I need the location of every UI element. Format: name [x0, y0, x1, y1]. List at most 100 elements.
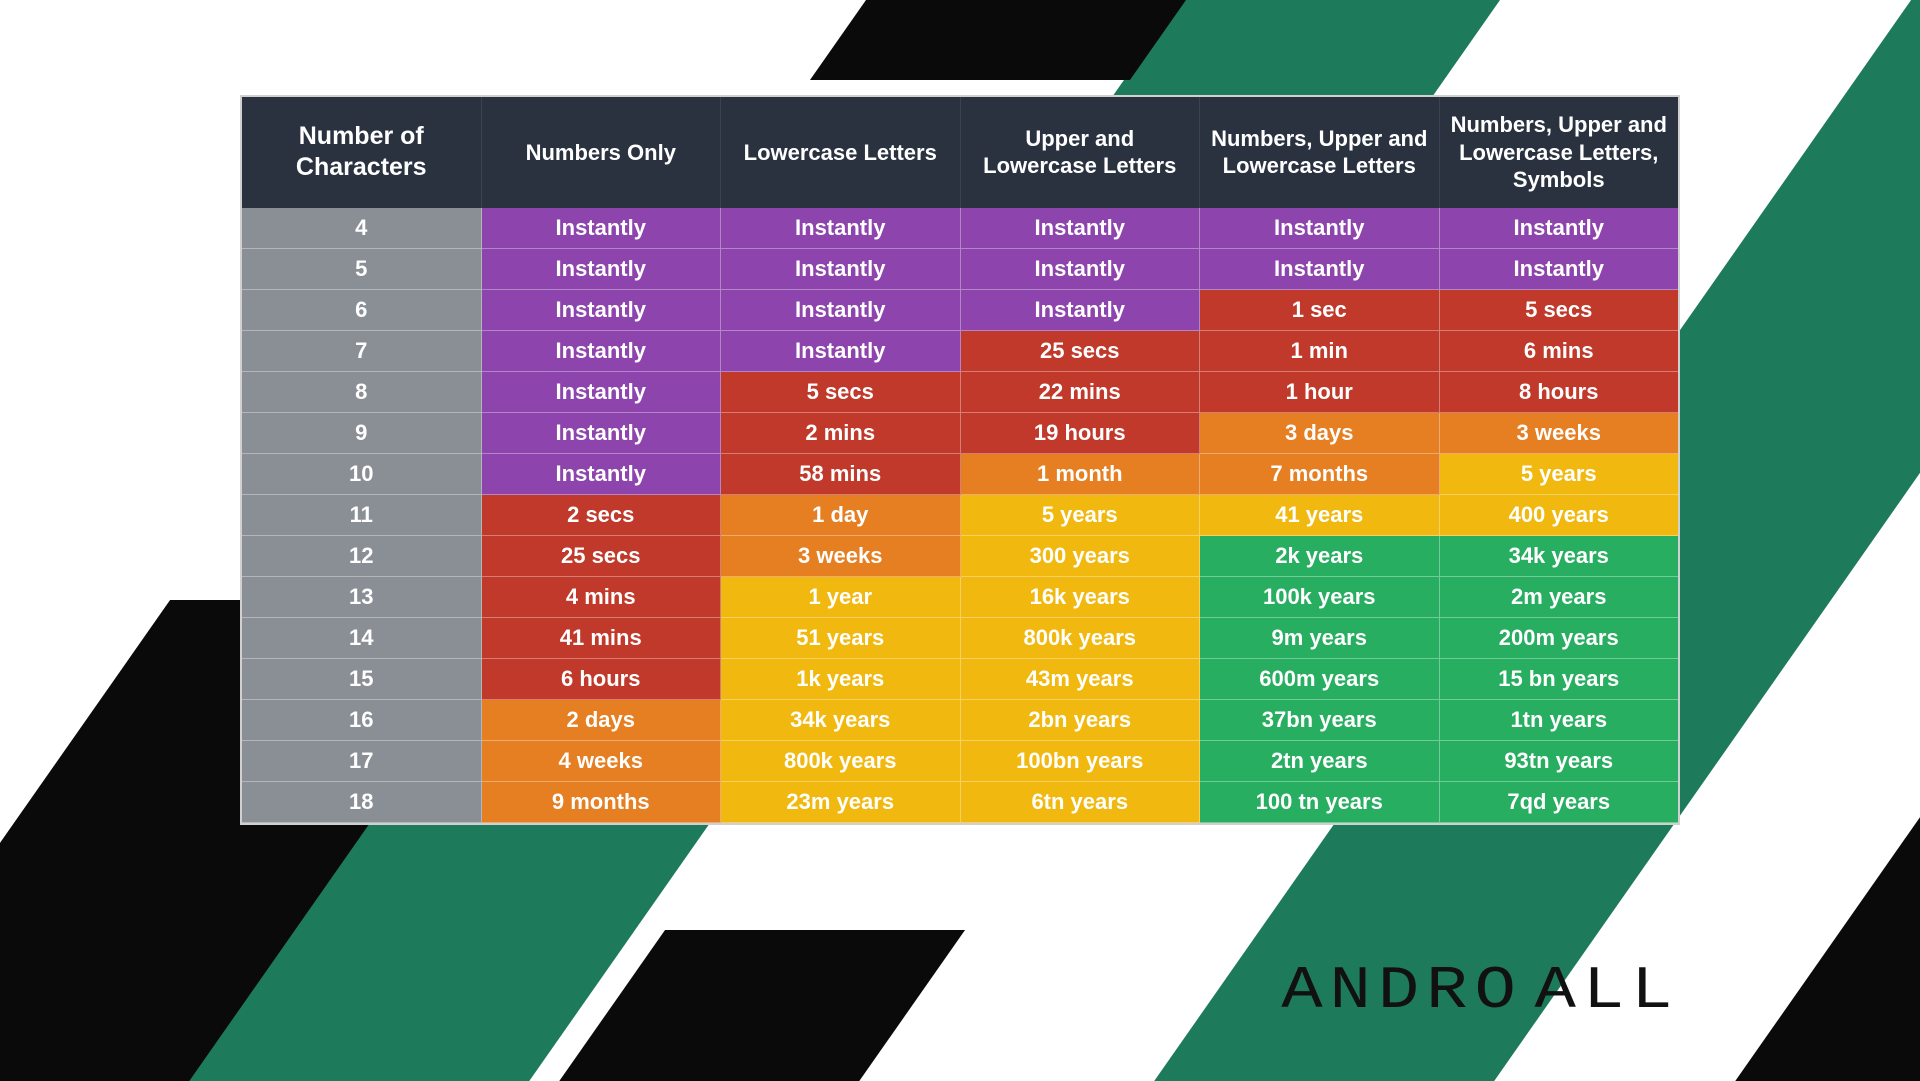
table-cell: 1 hour	[1200, 372, 1440, 413]
table-header-cell: Number of Characters	[242, 97, 482, 208]
table-header-cell: Upper and Lowercase Letters	[961, 97, 1201, 208]
table-cell: 2 mins	[721, 413, 961, 454]
table-row: 7InstantlyInstantly25 secs1 min6 mins	[242, 331, 1678, 372]
table-cell: 3 weeks	[721, 536, 961, 577]
table-row: 112 secs1 day5 years41 years400 years	[242, 495, 1678, 536]
table-cell: Instantly	[482, 208, 722, 249]
table-cell: Instantly	[482, 331, 722, 372]
table-cell: 200m years	[1440, 618, 1679, 659]
table-cell: Instantly	[482, 454, 722, 495]
table-cell: 800k years	[721, 741, 961, 782]
table-cell-charcount: 18	[242, 782, 482, 823]
table-cell: 37bn years	[1200, 700, 1440, 741]
table-cell: 3 days	[1200, 413, 1440, 454]
table-cell: 19 hours	[961, 413, 1201, 454]
table-cell-charcount: 12	[242, 536, 482, 577]
table-cell-charcount: 10	[242, 454, 482, 495]
table-cell: 4 weeks	[482, 741, 722, 782]
table-row: 1441 mins51 years800k years9m years200m …	[242, 618, 1678, 659]
table-cell: 58 mins	[721, 454, 961, 495]
table-cell: 1tn years	[1440, 700, 1679, 741]
table-cell: 1 min	[1200, 331, 1440, 372]
table-cell: 100bn years	[961, 741, 1201, 782]
table-cell: 6 hours	[482, 659, 722, 700]
table-cell-charcount: 17	[242, 741, 482, 782]
table-cell: 1 day	[721, 495, 961, 536]
table-cell: 2bn years	[961, 700, 1201, 741]
table-row: 4InstantlyInstantlyInstantlyInstantlyIns…	[242, 208, 1678, 249]
table-cell: 16k years	[961, 577, 1201, 618]
table-cell: Instantly	[1440, 249, 1679, 290]
table-cell: 5 years	[961, 495, 1201, 536]
table-cell: 1 month	[961, 454, 1201, 495]
table-header-row: Number of CharactersNumbers OnlyLowercas…	[242, 97, 1678, 208]
table-cell: 3 weeks	[1440, 413, 1679, 454]
table-row: 189 months23m years6tn years100 tn years…	[242, 782, 1678, 823]
table-cell-charcount: 14	[242, 618, 482, 659]
table-cell: 600m years	[1200, 659, 1440, 700]
table-cell: 800k years	[961, 618, 1201, 659]
table-cell-charcount: 4	[242, 208, 482, 249]
table-cell: 41 years	[1200, 495, 1440, 536]
table-header-cell: Lowercase Letters	[721, 97, 961, 208]
table-cell: 34k years	[721, 700, 961, 741]
brand-text-after: all	[1535, 958, 1680, 1026]
table-cell: 5 secs	[1440, 290, 1679, 331]
table-cell: 9m years	[1200, 618, 1440, 659]
table-cell: 2m years	[1440, 577, 1679, 618]
table-cell: 400 years	[1440, 495, 1679, 536]
table-body: 4InstantlyInstantlyInstantlyInstantlyIns…	[242, 208, 1678, 823]
table-row: 156 hours1k years43m years600m years15 b…	[242, 659, 1678, 700]
table-cell: Instantly	[721, 249, 961, 290]
table-cell: Instantly	[1200, 249, 1440, 290]
table-cell: 34k years	[1440, 536, 1679, 577]
table-cell: 2 days	[482, 700, 722, 741]
table-cell: 7 months	[1200, 454, 1440, 495]
table-cell: 2 secs	[482, 495, 722, 536]
table-cell: Instantly	[961, 290, 1201, 331]
table-cell: 93tn years	[1440, 741, 1679, 782]
table-header-cell: Numbers, Upper and Lowercase Letters, Sy…	[1440, 97, 1679, 208]
table-cell: 51 years	[721, 618, 961, 659]
table-cell-charcount: 16	[242, 700, 482, 741]
brand-logo: andro4all	[1297, 952, 1670, 1026]
table-cell: 15 bn years	[1440, 659, 1679, 700]
table-cell-charcount: 5	[242, 249, 482, 290]
table-cell: Instantly	[961, 249, 1201, 290]
table-cell: 100k years	[1200, 577, 1440, 618]
bg-stripe	[1680, 760, 1920, 1081]
table-cell-charcount: 7	[242, 331, 482, 372]
table-cell: 43m years	[961, 659, 1201, 700]
table-cell: 1 sec	[1200, 290, 1440, 331]
table-cell: 25 secs	[482, 536, 722, 577]
table-cell: 6tn years	[961, 782, 1201, 823]
table-cell: 5 years	[1440, 454, 1679, 495]
table-cell: Instantly	[721, 290, 961, 331]
table-cell: 8 hours	[1440, 372, 1679, 413]
table-cell: 1 year	[721, 577, 961, 618]
table-cell: Instantly	[721, 331, 961, 372]
table-cell-charcount: 13	[242, 577, 482, 618]
table-cell: 1k years	[721, 659, 961, 700]
table-row: 174 weeks800k years100bn years2tn years9…	[242, 741, 1678, 782]
password-crack-table: Number of CharactersNumbers OnlyLowercas…	[240, 95, 1680, 825]
table-cell: 4 mins	[482, 577, 722, 618]
table-cell: Instantly	[961, 208, 1201, 249]
table-cell-charcount: 15	[242, 659, 482, 700]
table-row: 1225 secs3 weeks300 years2k years34k yea…	[242, 536, 1678, 577]
table-cell: Instantly	[482, 249, 722, 290]
table-cell: 9 months	[482, 782, 722, 823]
table-row: 8Instantly5 secs22 mins1 hour8 hours	[242, 372, 1678, 413]
table-cell-charcount: 8	[242, 372, 482, 413]
table-cell-charcount: 6	[242, 290, 482, 331]
table-row: 9Instantly2 mins19 hours3 days3 weeks	[242, 413, 1678, 454]
table-cell: 300 years	[961, 536, 1201, 577]
table-cell: 41 mins	[482, 618, 722, 659]
table-row: 10Instantly58 mins1 month7 months5 years	[242, 454, 1678, 495]
table-row: 134 mins1 year16k years100k years2m year…	[242, 577, 1678, 618]
table-cell: 6 mins	[1440, 331, 1679, 372]
table-cell: 25 secs	[961, 331, 1201, 372]
table-cell: Instantly	[482, 413, 722, 454]
table-cell: 2tn years	[1200, 741, 1440, 782]
table-cell: Instantly	[1440, 208, 1679, 249]
